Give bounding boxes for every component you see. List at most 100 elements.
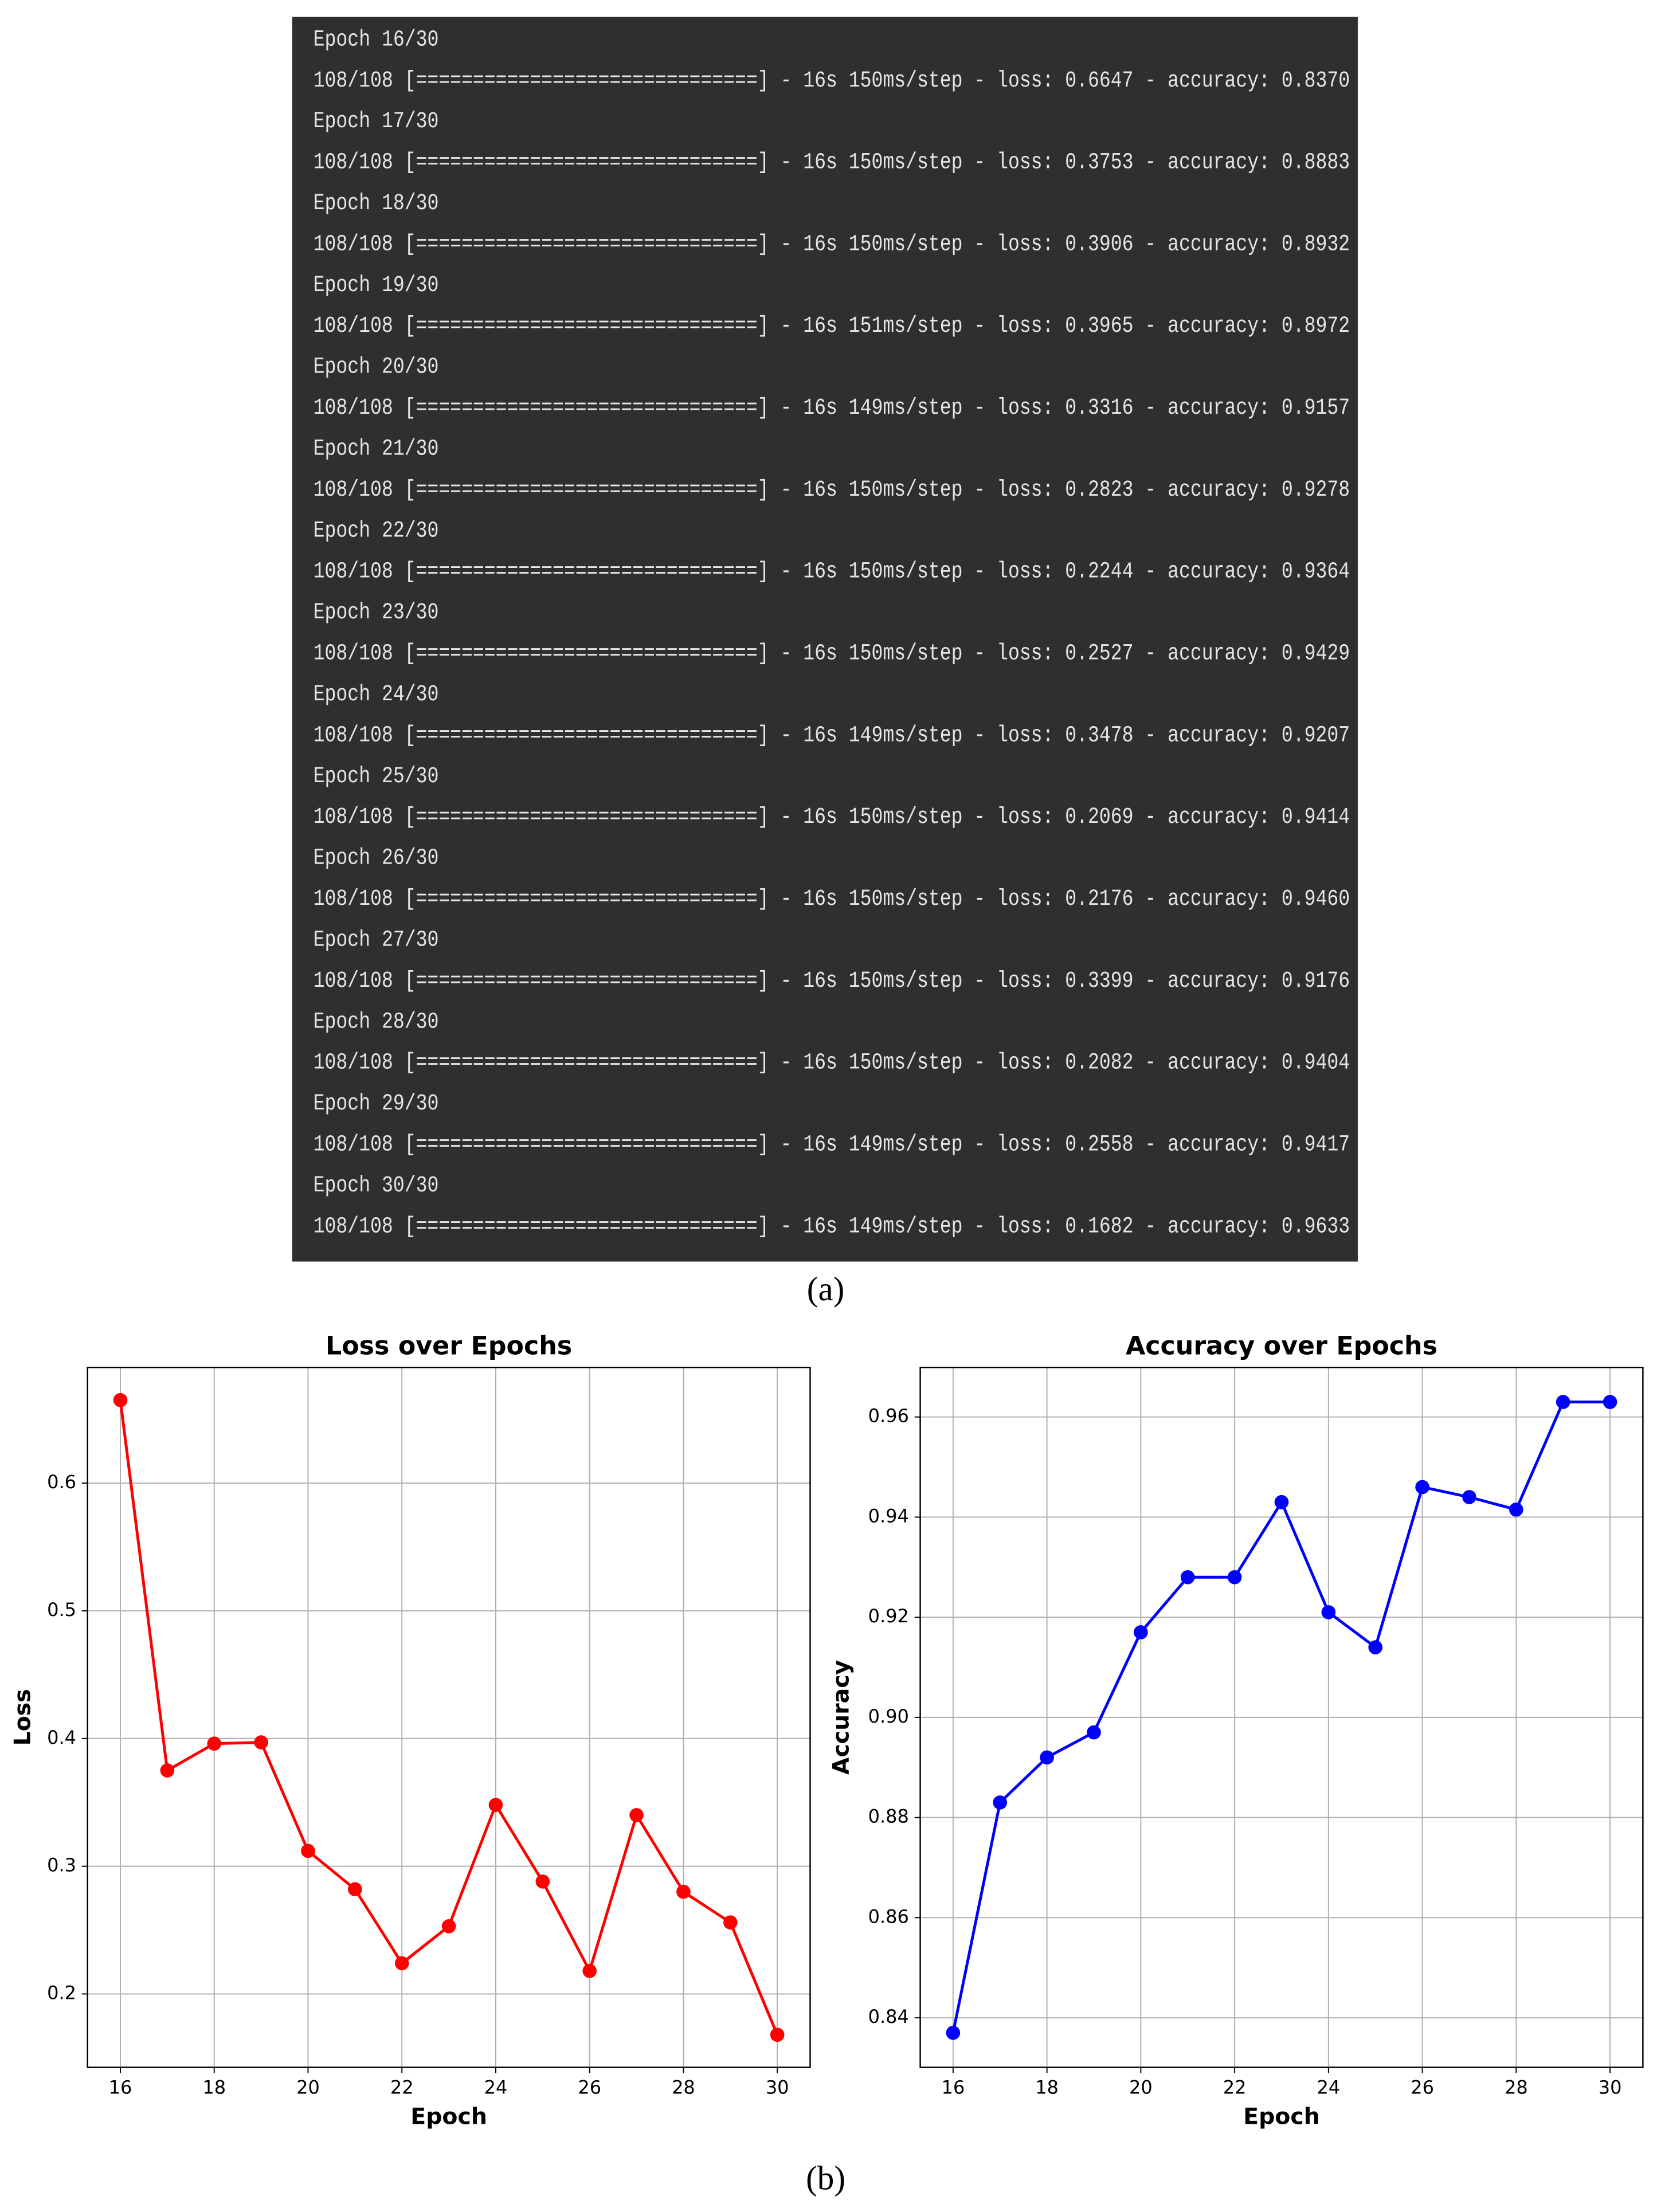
plot-frame	[919, 1366, 1644, 2068]
terminal-line: Epoch 23/30	[314, 599, 439, 625]
terminal-line: Epoch 18/30	[314, 190, 439, 216]
y-tick-label: 0.84	[868, 2006, 909, 2027]
terminal-line: Epoch 26/30	[314, 845, 439, 871]
terminal-line: Epoch 19/30	[314, 272, 439, 298]
y-tick-label: 0.6	[47, 1471, 76, 1493]
terminal-line: 108/108 [==============================]…	[314, 1213, 1350, 1239]
y-tick-label: 0.5	[47, 1599, 76, 1621]
y-tick-label: 0.3	[47, 1854, 76, 1876]
terminal-line: 108/108 [==============================]…	[314, 968, 1350, 994]
terminal-line: 108/108 [==============================]…	[314, 886, 1350, 912]
x-tick-label: 30	[766, 2077, 789, 2099]
x-axis-label: Epoch	[410, 2104, 487, 2130]
terminal-line: Epoch 25/30	[314, 763, 439, 789]
x-axis-label: Epoch	[1243, 2104, 1320, 2130]
x-tick-label: 20	[1129, 2077, 1153, 2099]
data-line	[119, 1399, 779, 2035]
terminal-line: 108/108 [==============================]…	[314, 641, 1350, 666]
x-tick-label: 26	[1411, 2077, 1434, 2099]
caption: (a)	[807, 1270, 845, 1308]
data-point	[1134, 1625, 1148, 1640]
data-point	[1040, 1750, 1054, 1765]
y-tick-label: 0.94	[868, 1505, 909, 1527]
data-point	[394, 1956, 409, 1971]
data-point	[348, 1882, 362, 1897]
data-point	[1509, 1502, 1523, 1517]
data-point	[770, 2027, 785, 2042]
x-tick-label: 18	[1035, 2077, 1059, 2099]
caption: (b)	[806, 2159, 845, 2197]
chart-title: Loss over Epochs	[326, 1332, 572, 1361]
data-point	[1415, 1480, 1429, 1495]
data-point	[723, 1915, 738, 1929]
terminal-line: 108/108 [==============================]…	[314, 1050, 1350, 1076]
terminal-line: 108/108 [==============================]…	[314, 1132, 1350, 1158]
data-point	[1368, 1640, 1383, 1654]
data-point	[1087, 1725, 1101, 1740]
terminal-line: 108/108 [==============================]…	[314, 559, 1350, 585]
terminal-line: 108/108 [==============================]…	[314, 722, 1350, 748]
data-point	[488, 1798, 503, 1812]
data-point	[113, 1393, 128, 1407]
x-tick-label: 16	[109, 2077, 132, 2099]
terminal-line: Epoch 17/30	[314, 108, 439, 134]
terminal-line: 108/108 [==============================]…	[314, 150, 1350, 175]
x-tick-label: 28	[1505, 2077, 1528, 2099]
x-tick-label: 20	[296, 2077, 320, 2099]
data-point	[301, 1844, 315, 1858]
terminal-line: Epoch 30/30	[314, 1172, 439, 1198]
x-tick-label: 28	[672, 2077, 695, 2099]
data-point	[1180, 1570, 1195, 1585]
y-tick-label: 0.96	[868, 1405, 909, 1427]
terminal-line: Epoch 22/30	[314, 517, 439, 543]
data-point	[160, 1763, 175, 1778]
y-axis-label: Accuracy	[828, 1660, 855, 1775]
chart-title: Accuracy over Epochs	[1126, 1332, 1437, 1361]
terminal-line: Epoch 28/30	[314, 1009, 439, 1034]
terminal-line: Epoch 27/30	[314, 927, 439, 952]
x-tick-label: 16	[942, 2077, 965, 2099]
data-point	[1462, 1490, 1476, 1504]
y-tick-label: 0.90	[868, 1705, 909, 1727]
data-point	[1556, 1395, 1570, 1409]
data-point	[993, 1795, 1008, 1810]
terminal-line: 108/108 [==============================]…	[314, 313, 1350, 339]
data-point	[582, 1964, 597, 1978]
terminal-line: Epoch 16/30	[314, 26, 439, 52]
x-tick-label: 24	[484, 2077, 508, 2099]
x-tick-label: 18	[202, 2077, 226, 2099]
data-point	[441, 1919, 456, 1933]
terminal-line: Epoch 24/30	[314, 681, 439, 707]
terminal-line: 108/108 [==============================]…	[314, 804, 1350, 830]
terminal-line: Epoch 20/30	[314, 354, 439, 380]
x-tick-label: 24	[1317, 2077, 1340, 2099]
data-point	[1603, 1395, 1617, 1409]
y-tick-label: 0.88	[868, 1806, 909, 1827]
data-point	[254, 1735, 268, 1750]
y-tick-label: 0.92	[868, 1605, 909, 1627]
data-point	[535, 1874, 550, 1889]
data-point	[1274, 1495, 1289, 1509]
terminal-line: 108/108 [==============================]…	[314, 477, 1350, 503]
data-point	[629, 1808, 644, 1822]
terminal-window	[292, 17, 1358, 1262]
terminal-line: 108/108 [==============================]…	[314, 68, 1350, 93]
data-point	[207, 1736, 222, 1751]
x-tick-label: 30	[1599, 2077, 1622, 2099]
y-tick-label: 0.86	[868, 1905, 909, 1927]
data-point	[1227, 1570, 1242, 1585]
data-point	[946, 2025, 961, 2040]
plot-frame	[87, 1366, 811, 2068]
terminal-line: Epoch 29/30	[314, 1091, 439, 1116]
terminal-line: Epoch 21/30	[314, 436, 439, 461]
data-point	[1321, 1605, 1336, 1619]
y-tick-label: 0.4	[47, 1727, 76, 1748]
x-tick-label: 22	[1223, 2077, 1247, 2099]
terminal-line: 108/108 [==============================]…	[314, 395, 1350, 421]
x-tick-label: 26	[578, 2077, 601, 2099]
y-tick-label: 0.2	[47, 1982, 76, 2003]
x-tick-label: 22	[390, 2077, 414, 2099]
y-axis-label: Loss	[9, 1689, 36, 1746]
